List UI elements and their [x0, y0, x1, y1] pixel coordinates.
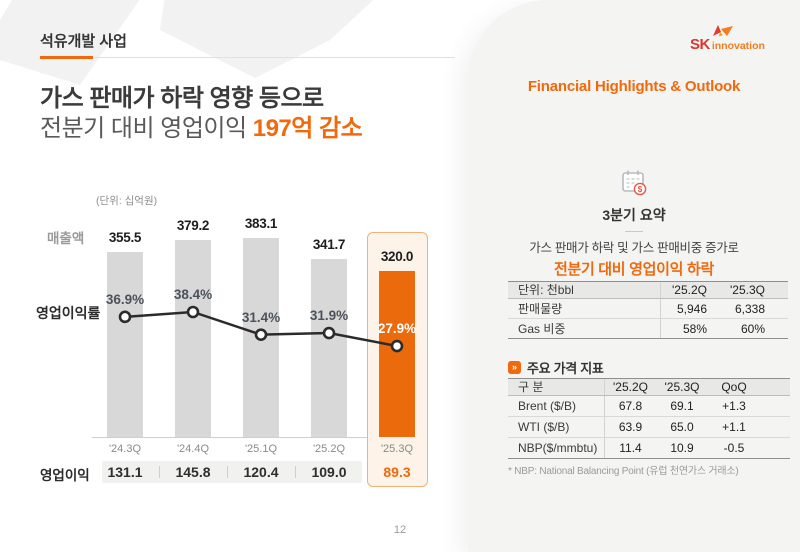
margin-value-'24.4Q: 38.4%: [173, 287, 213, 302]
quarterly-revenue-margin-chart: (단위: 십억원) 매출액 영업이익률 영업이익 131.1 145.8 120.4…: [36, 195, 428, 487]
x-axis-line: [92, 437, 428, 438]
revenue-value-'25.1Q: 383.1: [244, 216, 278, 231]
x-label-'24.3Q: '24.3Q: [108, 443, 142, 455]
table-cell: 65.0: [670, 420, 694, 434]
table-cell: Gas 비중: [518, 322, 566, 336]
table-cell: 11.4: [604, 438, 656, 458]
page-number: 12: [393, 524, 407, 536]
profit-value-'25.3Q: 89.3: [383, 464, 411, 480]
table-cell: 67.8: [604, 396, 656, 416]
summary-title: 3분기 요약: [602, 207, 666, 223]
profit-divider: [159, 466, 160, 478]
margin-value-'25.3Q: 27.9%: [377, 321, 417, 337]
price-indicators-heading: » 주요 가격 지표: [508, 358, 604, 377]
revenue-value-'24.3Q: 355.5: [108, 230, 142, 245]
table-cell: 10.9: [670, 441, 694, 455]
summary-cause-text: 가스 판매가 하락 및 가스 판매비중 증가로: [529, 241, 739, 255]
logo-innovation: innovation: [711, 40, 765, 52]
section-divider: [40, 56, 455, 59]
margin-value-'25.1Q: 31.4%: [241, 309, 281, 325]
sales-volume-table: 단위: 천bbl '25.2Q '25.3Q 판매물량 5,946 6,338 Gas 비중…: [508, 281, 788, 339]
panel-title: Financial Highlights & Outlook: [527, 78, 741, 95]
logo-text: SK innovation: [690, 36, 780, 54]
table-header-row: 단위: 천bbl '25.2Q '25.3Q: [508, 282, 788, 299]
headline-line1: 가스 판매가 하락 영향 등으로: [40, 85, 324, 112]
table-cell: Brent ($/B): [518, 399, 577, 413]
revenue-bar-'25.1Q: [243, 238, 279, 437]
revenue-bar-'24.4Q: [175, 240, 211, 437]
x-label-'24.4Q: '24.4Q: [176, 443, 210, 455]
column-header: '25.2Q: [604, 379, 656, 395]
margin-value-'24.3Q: 36.9%: [105, 291, 145, 307]
headline-line2-text: 전분기 대비 영업이익: [40, 115, 253, 142]
table-cell: 69.1: [670, 399, 694, 413]
calendar-money-icon: $: [622, 170, 647, 196]
headline-highlight: 197억 감소: [252, 115, 363, 142]
profit-value-'24.4Q: 145.8: [175, 464, 211, 480]
x-label-'25.2Q: '25.2Q: [312, 443, 346, 455]
summary-result-text: 전분기 대비 영업이익 하락: [553, 261, 715, 278]
table-row: Gas 비중 58% 60%: [508, 319, 788, 339]
revenue-value-'24.4Q: 379.2: [176, 218, 210, 233]
column-header: '25.3Q: [730, 283, 765, 297]
table-row: 판매물량 5,946 6,338: [508, 299, 788, 319]
table-cell: 60%: [740, 322, 765, 336]
svg-text:$: $: [638, 185, 643, 194]
profit-value-'25.2Q: 109.0: [311, 464, 347, 480]
margin-value-'25.2Q: 31.9%: [309, 308, 349, 324]
table-cell: -0.5: [723, 441, 745, 455]
nbp-footnote: * NBP: National Balancing Point (유럽 천연가스…: [508, 466, 739, 477]
x-label-'25.1Q: '25.1Q: [244, 443, 278, 455]
revenue-series-label: 매출액: [47, 231, 85, 246]
profit-value-'25.1Q: 120.4: [243, 464, 279, 480]
x-label-'25.3Q: '25.3Q: [380, 443, 414, 455]
table-cell: 6,338: [734, 302, 765, 316]
table-header-row: 구 분 '25.2Q '25.3Q QoQ: [508, 379, 790, 396]
table-cell: WTI ($/B): [518, 420, 570, 434]
table-cell: 판매물량: [518, 302, 563, 316]
margin-series-label: 영업이익률: [36, 305, 101, 321]
table-cell: 5,946: [660, 299, 720, 318]
column-header: 구 분: [518, 380, 544, 394]
revenue-bar-'25.3Q: [379, 271, 415, 437]
table-row: WTI ($/B) 63.9 65.0 +1.1: [508, 417, 790, 438]
operating-profit-band: 131.1 145.8 120.4 109.0: [102, 461, 362, 483]
section-divider-accent: [40, 56, 93, 59]
column-header: '25.3Q: [664, 380, 700, 394]
headline-line2: 전분기 대비 영업이익 197억 감소: [40, 114, 363, 144]
profit-divider: [295, 466, 296, 478]
table-cell: +1.1: [722, 420, 746, 434]
revenue-bar-'24.3Q: [107, 252, 143, 437]
logo-sk: SK: [690, 36, 710, 53]
table-row: NBP($/mmbtu) 11.4 10.9 -0.5: [508, 438, 790, 459]
table-row: Brent ($/B) 67.8 69.1 +1.3: [508, 396, 790, 417]
headline: 가스 판매가 하락 영향 등으로 전분기 대비 영업이익 197억 감소: [40, 84, 363, 144]
revenue-bar-'25.2Q: [311, 259, 347, 437]
table-cell: +1.3: [722, 399, 746, 413]
revenue-value-'25.2Q: 341.7: [312, 237, 346, 252]
price-indicators-table: 구 분 '25.2Q '25.3Q QoQ Brent ($/B) 67.8 69.1 +1.…: [508, 378, 790, 459]
column-header: 단위: 천bbl: [518, 283, 574, 297]
sk-butterfly-icon: [713, 25, 733, 37]
unit-note: (단위: 십억원): [96, 195, 158, 207]
column-header: QoQ: [721, 380, 747, 394]
sk-innovation-logo: SK innovation: [690, 24, 780, 54]
table-cell: NBP($/mmbtu): [518, 441, 598, 455]
summary-divider: [625, 231, 643, 232]
right-panel: SK innovation Financial Highlights & Outl…: [468, 0, 800, 552]
quarter-summary: $ 3분기 요약 가스 판매가 하락 및 가스 판매비중 증가로 전분기 대비 …: [468, 168, 800, 279]
section-title: 석유개발 사업: [40, 33, 127, 50]
column-header: '25.2Q: [660, 282, 720, 298]
profit-divider: [227, 466, 228, 478]
arrow-bullet-icon: »: [508, 361, 521, 374]
table-cell: 63.9: [604, 417, 656, 437]
decorative-butterfly-shape: [0, 0, 374, 85]
table-cell: 58%: [660, 319, 720, 338]
price-indicators-label: 주요 가격 지표: [527, 361, 604, 376]
profit-value-'24.3Q: 131.1: [107, 464, 143, 480]
profit-row-label: 영업이익: [40, 468, 90, 483]
revenue-value-'25.3Q: 320.0: [380, 249, 414, 264]
